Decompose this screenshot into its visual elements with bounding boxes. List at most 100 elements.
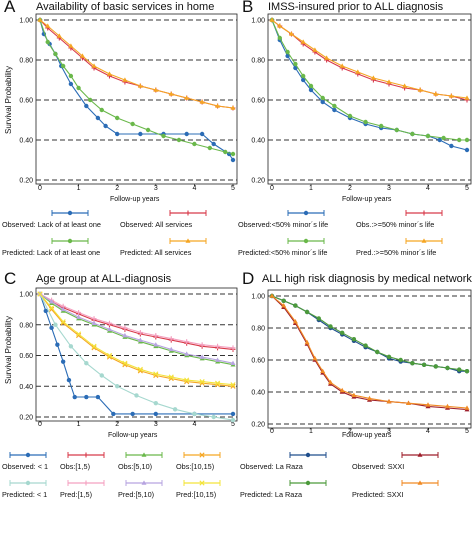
data-point: [301, 73, 306, 79]
data-point: [230, 360, 236, 365]
data-point: [425, 402, 431, 407]
y-tick-label: 1.00: [19, 292, 33, 299]
data-point: [84, 103, 89, 109]
legend-marker: [417, 480, 423, 485]
data-point: [402, 83, 408, 88]
data-point: [340, 330, 345, 335]
plot-frame: [267, 13, 472, 185]
series-3: [37, 17, 236, 110]
panel-a: A Availability of basic services in home…: [0, 0, 240, 270]
data-point: [339, 387, 345, 393]
data-point: [433, 91, 439, 96]
data-point: [332, 107, 337, 113]
legend-symbol: [401, 480, 439, 486]
data-point: [37, 291, 43, 297]
data-point: [137, 329, 143, 335]
legend-marker: [185, 238, 191, 243]
legend-symbol: [405, 210, 443, 216]
data-point: [406, 400, 411, 405]
legend-label: Predicted: Lack of at least one: [2, 248, 101, 257]
series-line: [39, 293, 233, 415]
data-point: [122, 325, 128, 331]
legend-marker: [421, 238, 427, 243]
series-1: [37, 291, 236, 352]
legend-symbol: [183, 452, 221, 458]
series-line: [39, 293, 234, 350]
data-point: [55, 342, 60, 347]
data-point: [130, 121, 135, 127]
data-point: [53, 51, 58, 57]
data-point: [106, 320, 112, 326]
y-tick-label: 1.00: [251, 18, 265, 25]
data-point: [76, 309, 82, 315]
legend-marker: [83, 480, 89, 486]
y-tick-label: 0.60: [19, 98, 33, 105]
data-point: [304, 309, 310, 315]
data-point: [339, 63, 345, 68]
data-point: [370, 75, 376, 80]
data-point: [394, 127, 399, 133]
series-0: [37, 17, 236, 163]
data-point: [464, 137, 470, 143]
series-5: [37, 291, 236, 351]
data-point: [153, 333, 159, 339]
legend-label: Pred:[5,10): [118, 490, 155, 499]
data-point: [106, 354, 113, 360]
data-point: [68, 344, 74, 349]
panel-letter: A: [4, 0, 16, 16]
y-tick-label: 0.20: [19, 415, 33, 422]
data-point: [99, 107, 104, 113]
x-tick-label: 5: [231, 185, 235, 192]
series-1: [37, 17, 236, 111]
series-line: [271, 295, 468, 411]
data-point: [153, 411, 158, 417]
series-3: [269, 293, 470, 410]
y-tick-label: 0.20: [251, 422, 265, 429]
series-0: [269, 17, 470, 153]
data-point: [347, 113, 353, 119]
data-point: [207, 145, 213, 151]
x-axis-label: Follow-up years: [108, 432, 158, 439]
data-point: [421, 362, 427, 367]
plot-frame: [35, 287, 238, 422]
legend-symbol: [405, 238, 443, 244]
data-point: [277, 23, 283, 28]
x-tick-label: 5: [465, 428, 469, 435]
x-tick-label: 2: [115, 185, 119, 192]
x-tick-label: 1: [77, 421, 81, 428]
data-point: [60, 319, 66, 325]
plot-area: 0.20 0.40 0.60 0.80 1.00 0 1 2 3 4 5: [251, 289, 472, 435]
y-tick-label: 0.40: [19, 138, 33, 145]
legend-symbol: [287, 210, 325, 216]
data-point: [60, 306, 66, 312]
legend-symbol: [9, 480, 47, 486]
data-point: [95, 394, 101, 400]
legend-marker: [199, 480, 205, 486]
chart-title: Availability of basic services in home: [36, 1, 215, 13]
data-point: [464, 405, 470, 410]
data-point: [230, 105, 236, 110]
legend-symbol: [287, 238, 325, 244]
data-point: [49, 299, 55, 304]
legend-marker: [417, 452, 423, 457]
data-point: [211, 141, 216, 147]
data-point: [115, 115, 120, 121]
data-point: [103, 123, 108, 129]
legend-marker: [25, 452, 31, 458]
data-point: [320, 99, 325, 105]
panel-b: B IMSS-insured prior to ALL diagnosis Fo…: [238, 0, 474, 270]
chart-title: ALL high risk diagnosis by medical netwo…: [262, 273, 472, 285]
legend-marker: [83, 452, 89, 458]
data-point: [300, 39, 306, 44]
data-point: [351, 337, 357, 342]
data-point: [95, 115, 101, 121]
legend-label: Predicted: La Raza: [240, 490, 303, 499]
data-point: [60, 63, 66, 69]
data-point: [285, 49, 290, 55]
legend-label: Pred.:>=50% minor´s life: [356, 248, 437, 257]
data-point: [106, 71, 112, 76]
x-tick-label: 0: [38, 421, 42, 428]
plot-frame: [35, 13, 238, 185]
data-point: [437, 137, 442, 143]
data-point: [137, 337, 143, 342]
